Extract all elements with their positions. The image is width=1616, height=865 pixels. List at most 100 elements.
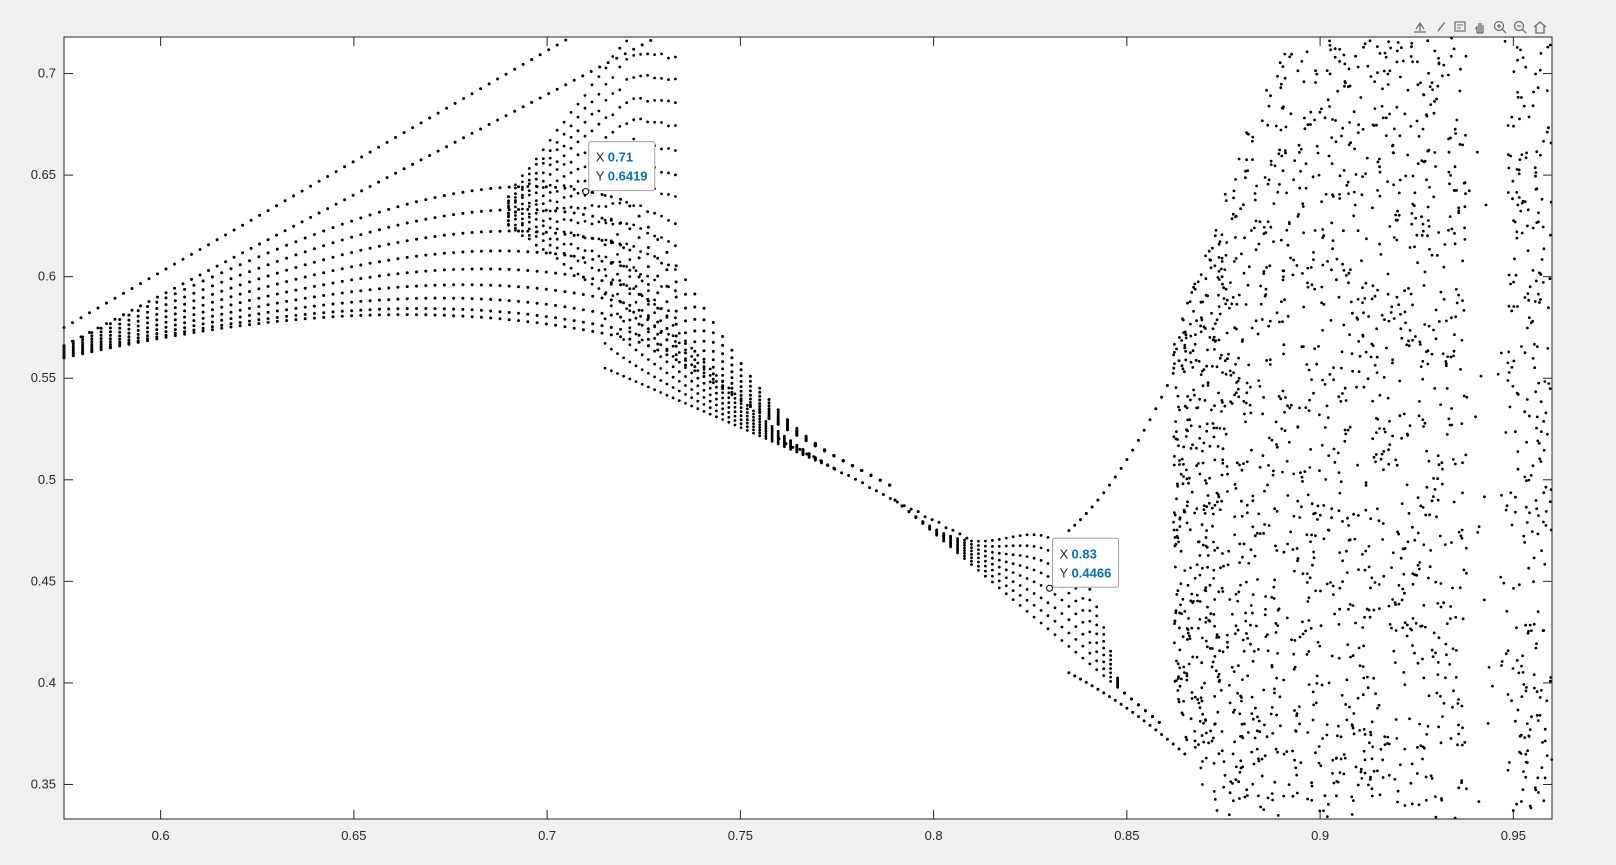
data-point	[1212, 426, 1216, 430]
data-point	[1173, 362, 1176, 365]
data-point	[1293, 159, 1297, 163]
data-point	[632, 287, 636, 290]
data-point	[563, 317, 567, 321]
x-tick-label: 0.8	[925, 828, 943, 843]
data-point	[238, 308, 242, 312]
data-point	[625, 307, 629, 310]
data-point	[1236, 387, 1240, 391]
data-point	[415, 219, 418, 223]
data-point	[1379, 457, 1383, 461]
datatip-marker[interactable]	[582, 188, 590, 196]
data-point	[618, 125, 622, 128]
data-point	[489, 187, 493, 190]
data-point	[1351, 604, 1355, 607]
data-point	[1231, 782, 1234, 785]
data-point	[1274, 124, 1278, 128]
data-point	[1296, 69, 1300, 73]
data-point	[937, 520, 941, 524]
data-point	[394, 136, 398, 139]
data-point	[266, 303, 270, 307]
data-point	[1218, 356, 1222, 360]
data-point	[721, 396, 724, 400]
data-point	[445, 145, 449, 149]
zoom-in-button[interactable]	[1490, 16, 1509, 38]
data-point	[232, 255, 236, 259]
data-point	[1088, 587, 1092, 591]
data-point	[730, 348, 734, 352]
data-point	[514, 183, 517, 187]
home-button[interactable]	[1530, 16, 1549, 38]
data-point	[1403, 289, 1406, 293]
data-point	[1283, 149, 1287, 153]
data-point	[597, 220, 601, 224]
data-point	[739, 418, 743, 422]
data-point	[1285, 459, 1289, 463]
brush-button[interactable]	[1430, 16, 1449, 38]
data-point	[275, 292, 279, 296]
pan-button[interactable]	[1470, 16, 1489, 38]
data-point	[767, 404, 771, 408]
data-point	[604, 66, 608, 70]
data-point	[1541, 629, 1545, 632]
data-point	[1523, 351, 1527, 355]
data-point	[909, 507, 913, 511]
data-point	[684, 342, 687, 345]
data-point	[970, 559, 973, 563]
data-point	[1255, 729, 1259, 733]
data-point	[1463, 741, 1467, 744]
data-point	[1378, 242, 1381, 246]
data-point	[1174, 437, 1178, 441]
data-point	[534, 230, 538, 234]
datatip[interactable]: X 0.83Y 0.4466	[1046, 537, 1120, 592]
data-point	[1375, 123, 1378, 127]
data-point	[396, 297, 400, 301]
data-point	[1370, 757, 1374, 761]
data-point	[1405, 634, 1409, 638]
data-point	[1521, 56, 1525, 59]
zoom-out-button[interactable]	[1510, 16, 1529, 38]
data-point	[997, 538, 1001, 541]
data-point	[727, 391, 731, 395]
data-point	[1435, 254, 1439, 257]
data-point	[1357, 123, 1360, 127]
data-point	[745, 418, 749, 422]
data-point	[1251, 135, 1255, 139]
data-point	[581, 275, 585, 279]
data-point	[1357, 646, 1361, 650]
data-point	[653, 349, 656, 353]
data-point	[1386, 396, 1390, 400]
data-point	[1125, 458, 1129, 461]
data-point	[1303, 127, 1307, 131]
data-point	[1270, 596, 1274, 599]
data-point	[1373, 80, 1377, 83]
data-point	[1307, 650, 1311, 653]
export-button[interactable]	[1410, 16, 1429, 38]
data-point	[1343, 428, 1347, 432]
data-point	[1543, 562, 1547, 566]
data-point	[1234, 178, 1237, 181]
data-point	[1454, 615, 1458, 619]
data-point	[1185, 406, 1189, 410]
data-point	[1095, 605, 1099, 609]
data-point	[1211, 246, 1214, 250]
y-tick-label: 0.7	[38, 66, 56, 81]
data-point	[997, 572, 1001, 576]
data-point	[600, 331, 604, 335]
data-point	[1255, 531, 1259, 535]
data-point	[1213, 264, 1217, 268]
data-point	[659, 319, 663, 323]
data-point	[715, 397, 718, 401]
data-point	[1426, 234, 1429, 238]
data-point	[294, 313, 298, 317]
data-point	[146, 326, 149, 330]
data-point	[248, 306, 251, 310]
data-point	[764, 429, 768, 433]
data-point	[1202, 721, 1205, 725]
data-point	[164, 303, 168, 307]
datatip[interactable]: X 0.71Y 0.6419	[582, 141, 656, 196]
datatip-marker[interactable]	[1046, 584, 1054, 592]
datatip-button[interactable]	[1450, 16, 1469, 38]
data-point	[535, 286, 539, 290]
data-point	[1228, 598, 1232, 601]
data-point	[569, 242, 573, 246]
